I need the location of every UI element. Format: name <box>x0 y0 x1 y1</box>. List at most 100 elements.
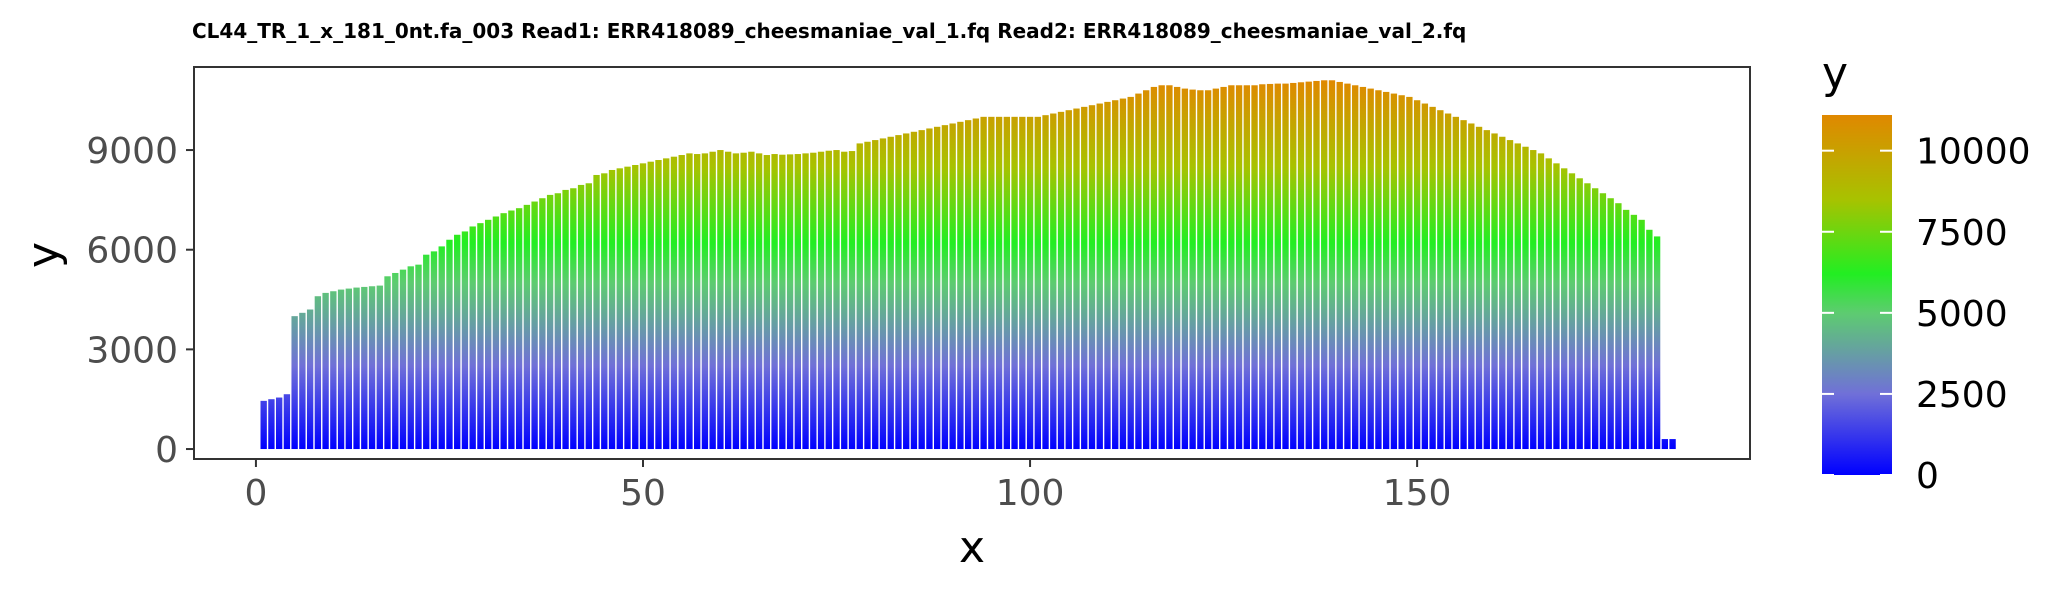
colorbar <box>1822 115 1892 475</box>
bar <box>322 292 329 450</box>
bar <box>554 193 562 450</box>
bar <box>957 121 964 450</box>
bar <box>817 151 825 450</box>
bar <box>1305 81 1312 450</box>
y-tick-label: 3000 <box>86 330 178 371</box>
bar <box>1499 136 1506 450</box>
bar <box>1181 88 1189 450</box>
bar <box>995 116 1003 450</box>
bar <box>306 309 314 450</box>
bar <box>1259 84 1266 450</box>
bar <box>407 266 414 450</box>
bar <box>523 204 531 450</box>
bar <box>694 154 701 450</box>
bar <box>701 153 709 450</box>
bar <box>337 289 345 450</box>
bar <box>1282 83 1289 450</box>
bar <box>1359 86 1367 450</box>
bar <box>872 140 879 450</box>
bar <box>825 150 832 450</box>
bar <box>1197 90 1204 450</box>
bar <box>1212 88 1220 450</box>
bar <box>717 150 724 450</box>
bar <box>384 276 391 450</box>
bar <box>910 131 918 450</box>
bar <box>1514 143 1521 450</box>
bar <box>1057 111 1065 450</box>
bar <box>663 158 670 450</box>
bar <box>1328 80 1336 450</box>
bar <box>1088 105 1096 450</box>
bar <box>1615 203 1622 450</box>
bar <box>601 173 608 450</box>
bar <box>1042 115 1049 450</box>
bar <box>1390 93 1398 450</box>
bar <box>647 161 654 450</box>
bar <box>833 150 840 450</box>
bar <box>918 130 925 450</box>
bar <box>678 155 685 450</box>
bar <box>1452 116 1460 450</box>
bar <box>1081 106 1088 450</box>
x-tick-label: 0 <box>244 473 267 514</box>
bar <box>423 254 430 450</box>
bar <box>639 163 647 450</box>
bar <box>368 286 376 450</box>
x-axis: 0 50 100 150 <box>244 459 1451 514</box>
bar <box>1003 116 1011 450</box>
bar <box>686 153 693 450</box>
bar <box>1545 158 1552 450</box>
bar <box>1189 89 1196 450</box>
bar <box>1251 85 1258 450</box>
bar <box>1653 236 1661 450</box>
bar <box>1336 81 1343 450</box>
bar <box>848 151 856 450</box>
bar <box>1506 140 1514 450</box>
bar <box>1413 100 1421 450</box>
bar <box>1483 130 1490 450</box>
bar <box>655 160 662 450</box>
bar <box>608 169 616 450</box>
bar <box>268 399 275 450</box>
bar <box>1398 95 1405 450</box>
bar <box>477 223 484 450</box>
bar <box>1073 108 1080 450</box>
bar <box>879 138 887 450</box>
bar <box>964 120 972 450</box>
plot-title: CL44_TR_1_x_181_0nt.fa_003 Read1: ERR418… <box>192 19 1466 43</box>
bar <box>593 174 600 450</box>
bar <box>1290 82 1297 450</box>
bar <box>515 208 523 450</box>
bar <box>794 154 801 450</box>
bar <box>1321 80 1328 450</box>
bar <box>1630 214 1638 450</box>
bar <box>1669 439 1676 450</box>
bar <box>1661 439 1669 450</box>
bar <box>624 166 631 450</box>
bar <box>546 194 554 450</box>
bar <box>1235 85 1243 450</box>
bar <box>1576 178 1583 450</box>
bar <box>856 143 863 450</box>
bar <box>763 155 771 450</box>
bar <box>1592 188 1599 450</box>
bar <box>972 118 980 450</box>
bar <box>1266 83 1274 450</box>
bar <box>1646 229 1653 450</box>
bar <box>810 152 817 450</box>
bar <box>1638 219 1645 450</box>
bar <box>1468 123 1475 450</box>
bar <box>709 151 716 450</box>
bar <box>562 189 569 450</box>
bar <box>1607 198 1614 450</box>
bar <box>1375 90 1382 450</box>
colorbar-title: y <box>1822 48 1848 99</box>
bar <box>260 400 267 450</box>
bar <box>1537 153 1545 450</box>
bar <box>1367 88 1374 450</box>
bar <box>933 126 941 450</box>
y-tick-label: 9000 <box>86 131 178 172</box>
bar <box>291 316 298 450</box>
bar <box>1065 110 1072 450</box>
